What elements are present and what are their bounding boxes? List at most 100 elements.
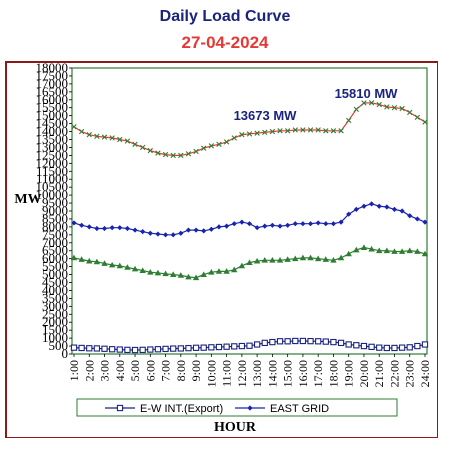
- data-point: [94, 133, 100, 140]
- y-axis-label: MW: [14, 192, 41, 207]
- data-point: [421, 341, 429, 348]
- data-point: [276, 338, 284, 345]
- data-point: [94, 225, 100, 232]
- data-point: [407, 109, 413, 116]
- data-point: [277, 128, 283, 134]
- data-point: [117, 225, 123, 231]
- series-line-3: [70, 244, 429, 281]
- data-point: [155, 150, 161, 156]
- data-point: [177, 272, 185, 278]
- data-point: [223, 139, 230, 145]
- data-point: [185, 273, 192, 280]
- data-point: [307, 221, 314, 227]
- data-point: [285, 222, 291, 228]
- data-point: [231, 221, 237, 227]
- data-point: [262, 129, 268, 136]
- x-tick-label: 20:00: [357, 360, 371, 387]
- data-point: [101, 260, 108, 266]
- data-point: [185, 151, 192, 157]
- data-point: [376, 247, 383, 254]
- data-point: [406, 247, 413, 254]
- data-point: [208, 143, 215, 149]
- data-point: [208, 226, 214, 232]
- data-point: [79, 222, 85, 228]
- data-point: [109, 225, 115, 231]
- data-point: [345, 250, 352, 257]
- data-point: [200, 271, 207, 277]
- y-tick-label: 13500: [36, 132, 69, 147]
- data-point: [368, 343, 375, 350]
- data-point: [70, 254, 78, 261]
- data-point: [247, 405, 253, 411]
- data-point: [178, 230, 184, 236]
- data-point: [292, 127, 298, 133]
- data-point: [261, 339, 268, 347]
- y-tick-label: 9000: [42, 203, 68, 218]
- data-point: [178, 152, 184, 159]
- legend-label: E-W INT.(Export): [140, 403, 223, 415]
- y-tick-label: 11000: [36, 171, 68, 186]
- y-tick-label: 14000: [36, 124, 69, 139]
- x-tick-label: 7:00: [159, 360, 173, 381]
- data-point: [346, 211, 352, 217]
- data-point: [383, 344, 390, 352]
- data-point: [86, 224, 92, 230]
- y-tick-label: 6000: [42, 251, 68, 266]
- x-tick-label: 17:00: [311, 360, 325, 387]
- x-tick-label: 19:00: [342, 360, 356, 387]
- data-point: [216, 141, 222, 147]
- data-point: [192, 274, 200, 281]
- data-point: [376, 344, 383, 351]
- data-point: [200, 344, 207, 351]
- data-point: [246, 342, 253, 349]
- data-point: [139, 144, 146, 151]
- y-tick-label: 4000: [42, 282, 68, 297]
- data-point: [238, 342, 246, 350]
- y-tick-label: 0: [62, 346, 69, 361]
- data-point: [124, 264, 131, 270]
- data-point: [93, 345, 101, 352]
- data-point: [345, 341, 352, 348]
- data-point: [124, 225, 131, 232]
- x-tick-label: 11:00: [220, 360, 234, 387]
- y-tick-label: 17500: [36, 68, 69, 83]
- data-point: [162, 151, 169, 158]
- data-point: [246, 221, 253, 227]
- data-point: [154, 346, 162, 353]
- data-point: [170, 232, 176, 238]
- data-point: [254, 225, 260, 231]
- data-point: [399, 208, 405, 214]
- data-point: [261, 257, 268, 263]
- data-point: [109, 135, 115, 141]
- x-tick-label: 16:00: [296, 360, 310, 387]
- data-point: [323, 221, 329, 227]
- data-point: [101, 345, 108, 352]
- series-e-w-int-export: [70, 337, 429, 354]
- chart-frame: [5, 61, 438, 438]
- data-point: [185, 227, 192, 233]
- data-point: [71, 220, 77, 226]
- data-point: [269, 128, 276, 135]
- data-point: [383, 247, 391, 254]
- data-point: [155, 231, 161, 237]
- data-point: [238, 262, 246, 269]
- data-point: [132, 227, 138, 233]
- data-point: [391, 105, 398, 111]
- data-point: [368, 201, 375, 207]
- data-point: [224, 223, 230, 229]
- data-point: [368, 245, 375, 252]
- y-tick-label: 15000: [36, 108, 69, 123]
- y-tick-label: 9500: [42, 195, 68, 210]
- data-point: [192, 344, 200, 351]
- x-tick-label: 14:00: [265, 360, 279, 387]
- data-point: [292, 255, 299, 262]
- data-point: [330, 257, 337, 263]
- x-tick-label: 23:00: [403, 360, 417, 387]
- data-point: [117, 136, 123, 143]
- data-point: [337, 254, 345, 261]
- data-point: [376, 203, 382, 209]
- data-point: [376, 101, 382, 108]
- data-point: [201, 228, 207, 234]
- y-tick-label: 16000: [36, 92, 69, 107]
